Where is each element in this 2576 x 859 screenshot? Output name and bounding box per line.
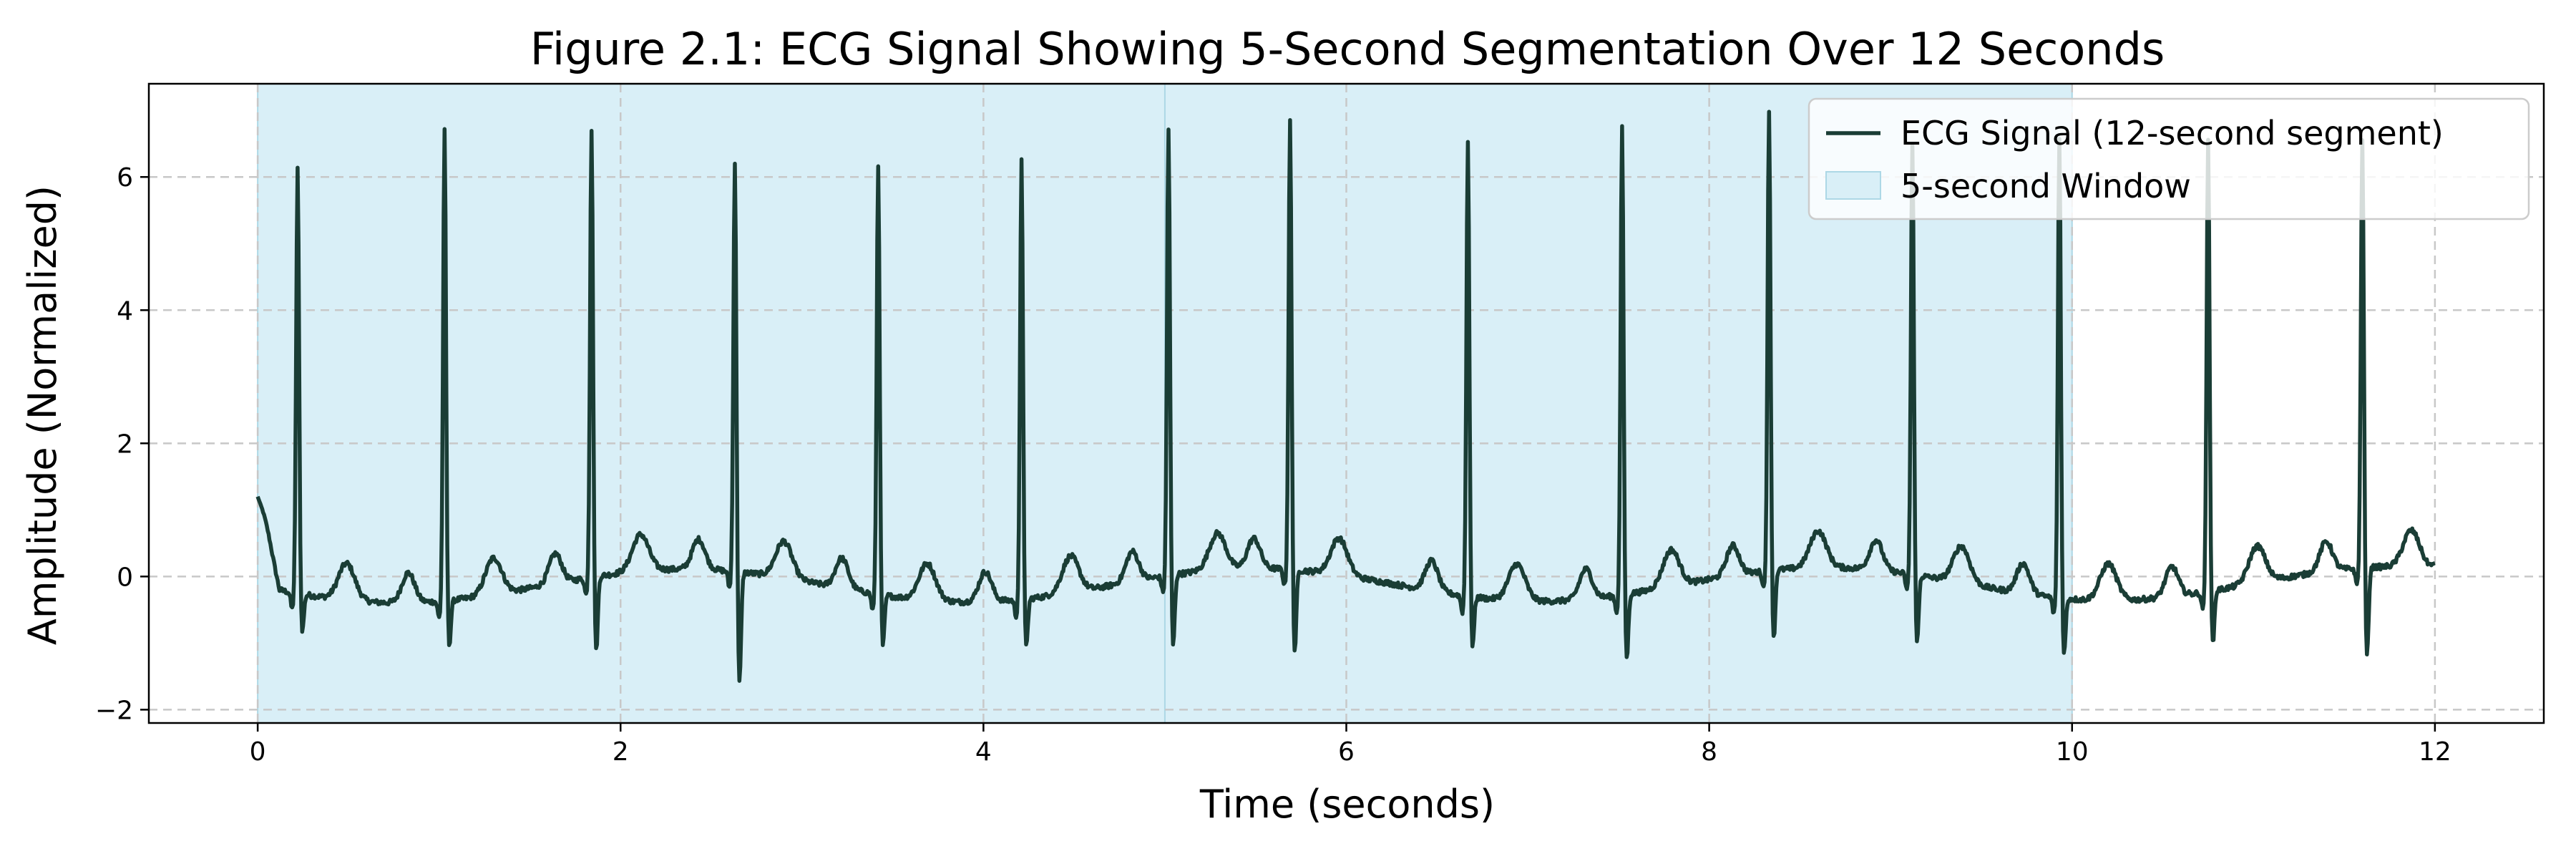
y-tick-label: 6	[117, 163, 133, 193]
legend-patch-swatch	[1825, 171, 1881, 200]
x-tick-label: 10	[2056, 737, 2089, 767]
legend-box	[1807, 97, 2530, 220]
y-tick-label: 2	[117, 430, 133, 459]
legend-label-window: 5-second Window	[1901, 167, 2191, 205]
x-tick-label: 8	[1701, 737, 1717, 767]
r-peak-point-6	[1021, 160, 1023, 161]
ecg-signal-line	[255, 110, 2436, 683]
x-tick-label: 0	[250, 737, 266, 767]
x-tick-label: 2	[613, 737, 629, 767]
chart-title: Figure 2.1: ECG Signal Showing 5-Second …	[530, 23, 2165, 75]
r-peak-point-2	[444, 130, 445, 131]
r-peak-point-3	[591, 126, 592, 127]
r-peak-point-10	[1621, 126, 1623, 127]
r-peak-point-5	[877, 163, 879, 165]
y-axis-label: Amplitude (Normalized)	[20, 185, 65, 645]
r-peak-point-7	[1168, 126, 1169, 127]
x-axis-label: Time (seconds)	[1199, 782, 1495, 827]
y-tick-label: 0	[117, 563, 133, 592]
legend-label-signal: ECG Signal (12-second segment)	[1901, 114, 2444, 152]
x-tick-label: 4	[975, 737, 992, 767]
r-peak-point-11	[1768, 110, 1770, 111]
r-peak-point-4	[734, 160, 736, 161]
plot-area: 0 2 4 6 8 10 12 −2 0 2 4 6 ECG Signal (12-second seg…	[95, 82, 2545, 767]
r-peak-point-1	[297, 166, 298, 168]
x-tick-label: 12	[2419, 737, 2451, 767]
legend: ECG Signal (12-second segment) 5-second W…	[1807, 97, 2530, 220]
y-tick-label: −2	[95, 696, 133, 725]
r-peak-point-8	[1289, 120, 1291, 121]
r-peak-point-9	[1467, 140, 1468, 141]
x-tick-label: 6	[1338, 737, 1355, 767]
y-tick-label: 4	[117, 296, 133, 326]
